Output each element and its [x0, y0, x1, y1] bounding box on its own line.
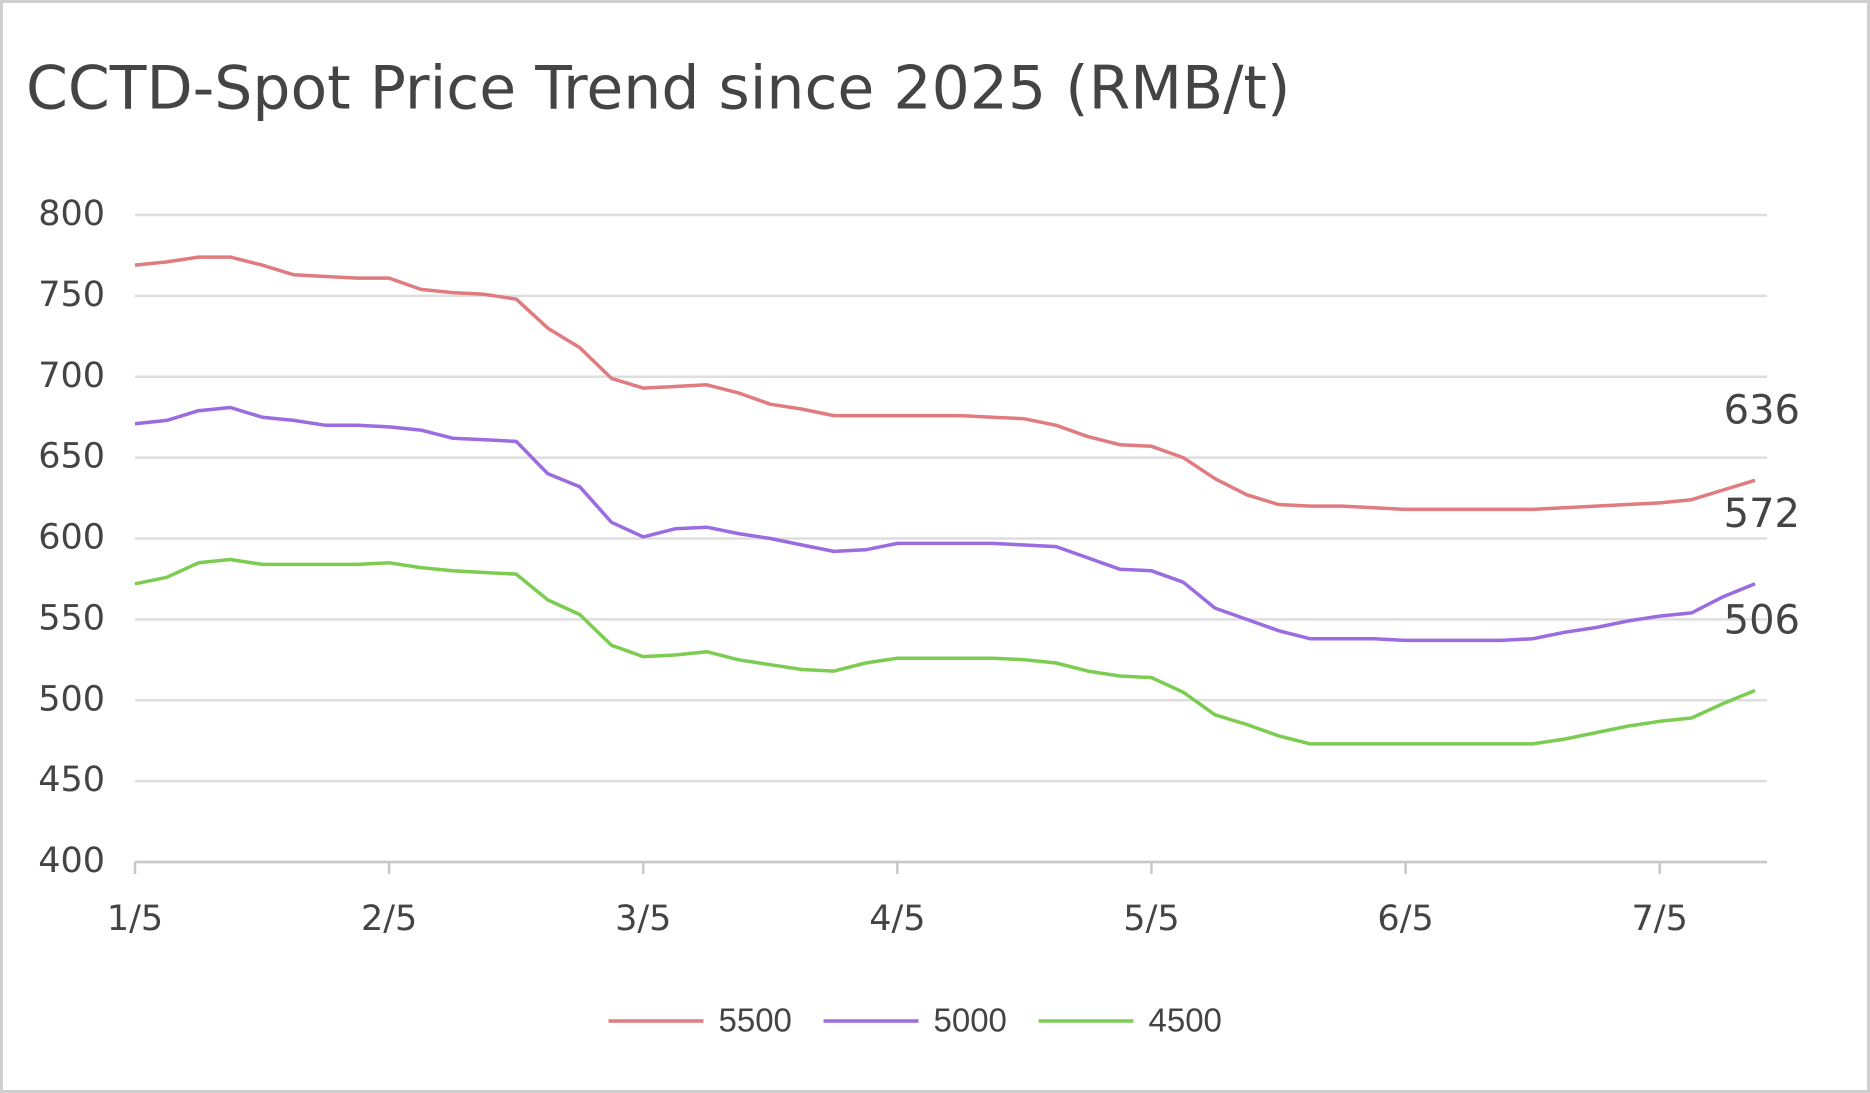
y-tick-label: 550	[38, 598, 105, 638]
y-tick-label: 450	[38, 760, 105, 800]
y-tick-label: 800	[38, 194, 105, 234]
y-tick-label: 600	[38, 518, 105, 558]
x-tick-label: 1/5	[107, 899, 163, 939]
y-tick-label: 500	[38, 679, 105, 719]
legend-label: 5000	[934, 1002, 1007, 1039]
series-line	[134, 405, 1756, 643]
x-tick-label: 4/5	[869, 899, 925, 939]
x-tick-label: 5/5	[1123, 899, 1179, 939]
legend-label: 4500	[1149, 1002, 1222, 1039]
x-tick-label: 7/5	[1632, 899, 1688, 939]
end-label: 506	[1724, 598, 1800, 644]
x-tick-label: 3/5	[615, 899, 671, 939]
end-label: 636	[1724, 387, 1800, 433]
y-tick-label: 700	[38, 356, 105, 396]
y-tick-label: 400	[38, 841, 105, 881]
x-tick-label: 2/5	[361, 899, 417, 939]
series-line	[134, 255, 1756, 512]
legend-label: 5500	[719, 1002, 792, 1039]
chart-title: CCTD-Spot Price Trend since 2025 (RMB/t)	[26, 54, 1290, 124]
y-tick-label: 750	[38, 275, 105, 315]
y-tick-label: 650	[38, 437, 105, 477]
series-line	[134, 557, 1756, 746]
x-tick-label: 6/5	[1377, 899, 1433, 939]
end-label: 572	[1724, 491, 1800, 537]
